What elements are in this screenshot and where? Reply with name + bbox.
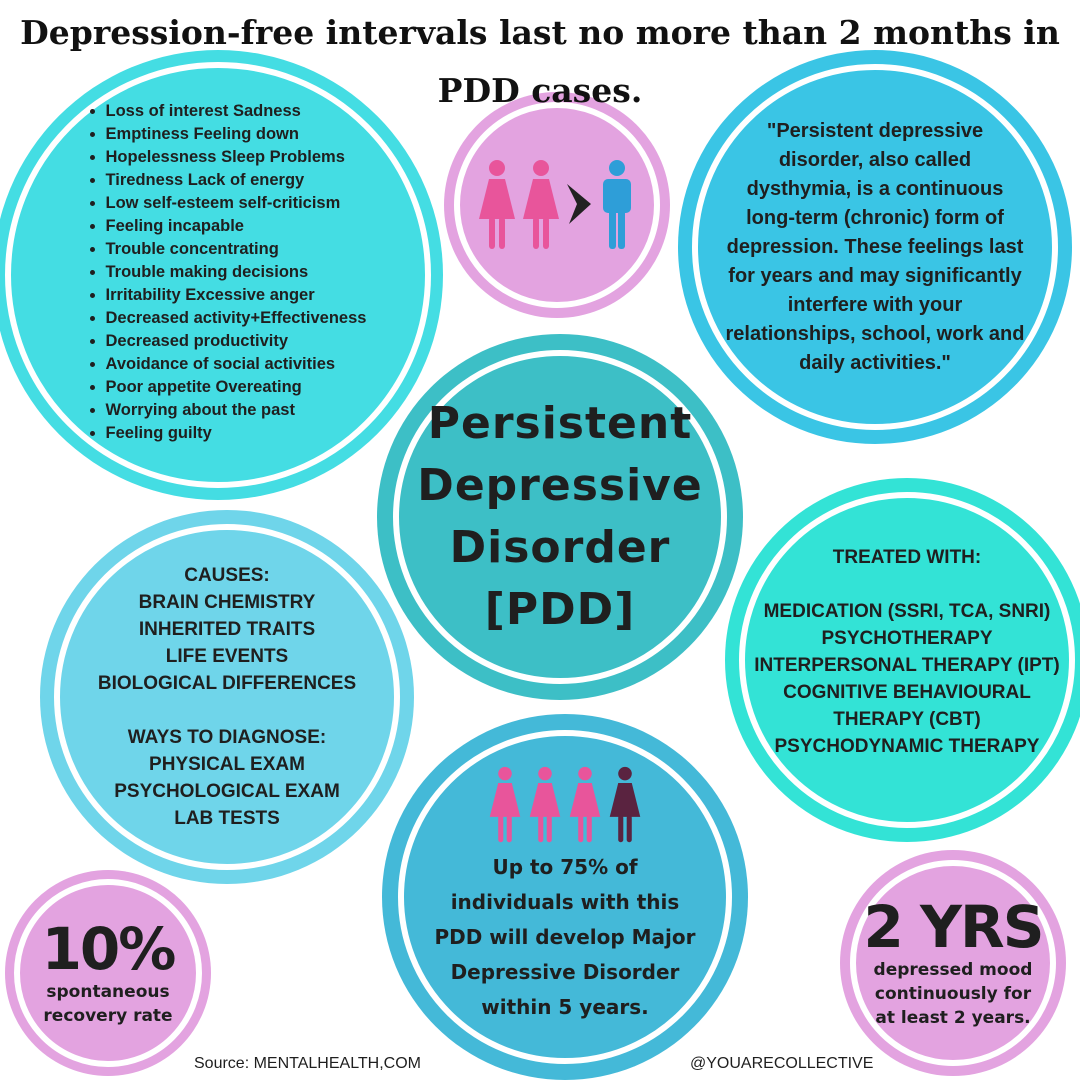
symptom-item: Feeling incapable xyxy=(106,215,367,238)
symptom-item: Tiredness Lack of energy xyxy=(106,169,367,192)
greater-than-icon xyxy=(567,184,591,224)
treatment-circle: TREATED WITH: MEDICATION (SSRI, TCA, SNR… xyxy=(725,478,1080,842)
duration-line: at least 2 years. xyxy=(875,1008,1031,1028)
male-icon xyxy=(603,160,631,249)
progression-line: Depressive Disorder xyxy=(450,960,680,984)
symptom-item: Poor appetite Overeating xyxy=(106,376,367,399)
recovery-line: recovery rate xyxy=(43,1006,173,1026)
headline: Depression-free intervals last no more t… xyxy=(20,13,1060,110)
female-icon xyxy=(569,766,601,843)
symptom-item: Avoidance of social activities xyxy=(106,353,367,376)
progression-line: Up to 75% of xyxy=(492,855,638,879)
progression-line: PDD will develop Major xyxy=(434,925,696,949)
social-handle: @YOUARECOLLECTIVE xyxy=(690,1055,874,1072)
cause-item: BRAIN CHEMISTRY xyxy=(138,592,316,613)
symptom-item: Hopelessness Sleep Problems xyxy=(106,146,367,169)
source-credit: Source: MENTALHEALTH,COM xyxy=(194,1055,422,1072)
female-icon xyxy=(489,766,521,843)
treatment-item: PSYCHODYNAMIC THERAPY xyxy=(774,736,1040,757)
treatment-item: PSYCHOTHERAPY xyxy=(821,628,993,649)
cause-item: BIOLOGICAL DIFFERENCES xyxy=(97,673,357,694)
duration-value: 2 YRS xyxy=(863,893,1045,961)
treatment-item: MEDICATION (SSRI, TCA, SNRI) xyxy=(763,601,1051,622)
cause-item: LIFE EVENTS xyxy=(165,646,289,667)
causes-heading: CAUSES: xyxy=(184,565,270,586)
symptom-item: Irritability Excessive anger xyxy=(106,284,367,307)
recovery-circle: 10% spontaneous recovery rate xyxy=(5,870,211,1076)
pdd-line: [PDD] xyxy=(484,584,636,635)
symptom-item: Feeling guilty xyxy=(106,422,367,445)
treated-heading: TREATED WITH: xyxy=(832,547,982,568)
female-icon xyxy=(529,766,561,843)
symptoms-list: Loss of interest SadnessEmptiness Feelin… xyxy=(84,100,367,445)
progression-line: individuals with this xyxy=(450,890,680,914)
symptom-item: Decreased productivity xyxy=(106,330,367,353)
female-icon-dark xyxy=(609,766,641,843)
cause-item: INHERITED TRAITS xyxy=(138,619,316,640)
diagnose-item: PSYCHOLOGICAL EXAM xyxy=(114,781,340,802)
duration-line: continuously for xyxy=(874,984,1032,1004)
treatment-item: THERAPY (CBT) xyxy=(833,709,981,730)
progression-line: within 5 years. xyxy=(481,995,649,1019)
female-icon xyxy=(523,160,559,249)
symptom-item: Loss of interest Sadness xyxy=(106,100,367,123)
female-icon xyxy=(479,160,515,249)
definition-quote: "Persistent depressive disorder, also ca… xyxy=(725,119,1025,374)
causes-circle: CAUSES: BRAIN CHEMISTRY INHERITED TRAITS… xyxy=(40,510,414,884)
treatment-item: INTERPERSONAL THERAPY (IPT) xyxy=(754,655,1060,676)
pdd-line: Persistent xyxy=(427,398,693,449)
duration-circle: 2 YRS depressed mood continuously for at… xyxy=(840,850,1066,1076)
progression-circle: Up to 75% of individuals with this PDD w… xyxy=(382,714,748,1080)
symptoms-circle: Loss of interest SadnessEmptiness Feelin… xyxy=(0,50,443,500)
recovery-value: 10% xyxy=(41,915,177,983)
duration-line: depressed mood xyxy=(873,960,1033,980)
pdd-title-circle: Persistent Depressive Disorder [PDD] xyxy=(377,334,743,700)
definition-circle: "Persistent depressive disorder, also ca… xyxy=(678,50,1072,444)
women-icons xyxy=(487,766,643,844)
pdd-line: Depressive xyxy=(417,460,703,511)
symptom-item: Worrying about the past xyxy=(106,399,367,422)
diagnose-heading: WAYS TO DIAGNOSE: xyxy=(127,727,327,748)
diagnose-item: PHYSICAL EXAM xyxy=(149,754,305,775)
pdd-line: Disorder xyxy=(449,522,671,573)
symptom-item: Trouble concentrating xyxy=(106,238,367,261)
symptom-item: Trouble making decisions xyxy=(106,261,367,284)
gender-ratio-circle xyxy=(444,92,670,318)
treatment-item: COGNITIVE BEHAVIOURAL xyxy=(783,682,1031,703)
diagnose-item: LAB TESTS xyxy=(174,808,280,829)
symptom-item: Decreased activity+Effectiveness xyxy=(106,307,367,330)
symptom-item: Emptiness Feeling down xyxy=(106,123,367,146)
recovery-line: spontaneous xyxy=(46,982,170,1002)
symptom-item: Low self-esteem self-criticism xyxy=(106,192,367,215)
